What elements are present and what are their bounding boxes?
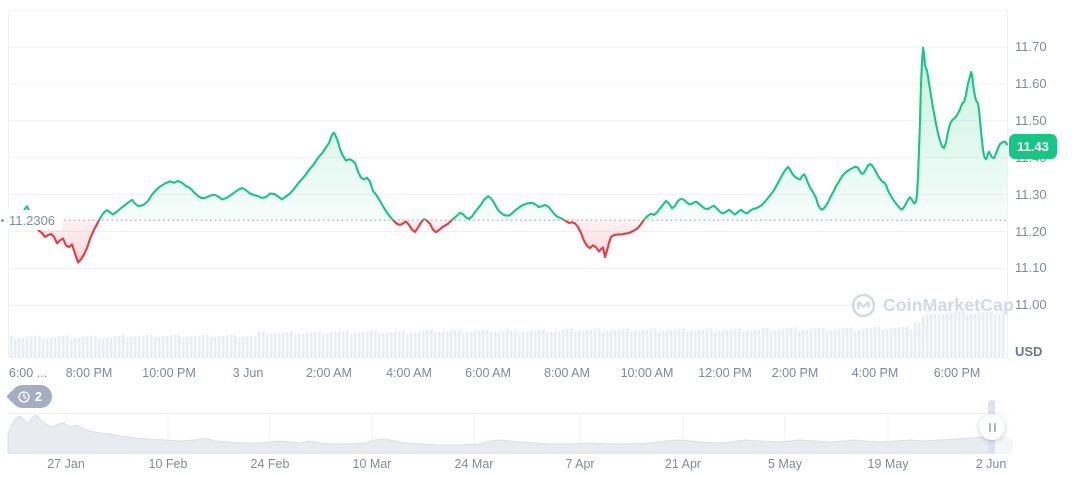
- clock-history-icon: [18, 390, 30, 403]
- navigator-date-tick: 24 Feb: [250, 457, 290, 471]
- recent-intervals-count: 2: [35, 389, 42, 404]
- volume-bars: [10, 311, 1005, 357]
- navigator-date-tick: 5 May: [767, 457, 803, 471]
- x-axis-tick: 4:00 PM: [851, 366, 899, 380]
- recent-intervals-badge[interactable]: 2: [11, 385, 52, 408]
- x-axis-tick: 2:00 AM: [306, 366, 352, 380]
- y-axis-unit-label: USD: [1015, 344, 1043, 359]
- range-slider-handle[interactable]: [979, 414, 1005, 440]
- x-axis-tick: 2:00 PM: [771, 366, 819, 380]
- navigator-date-tick: 7 Apr: [565, 457, 595, 471]
- x-axis-tick: 4:00 AM: [386, 366, 432, 380]
- x-axis-tick: 12:00 PM: [698, 366, 752, 380]
- x-axis-tick: 10:00 AM: [620, 366, 674, 380]
- x-axis-tick: 8:00 PM: [65, 366, 113, 380]
- watermark-text: CoinMarketCap: [883, 295, 1014, 315]
- price-line-up: [20, 46, 1009, 221]
- x-axis-tick: 3 Jun: [232, 366, 264, 380]
- open-price-value: 11.2306: [9, 212, 56, 228]
- y-axis-tick: 11.50: [1015, 112, 1047, 128]
- x-axis-tick: 10:00 PM: [142, 366, 196, 380]
- grip-vertical-icon: [988, 422, 991, 432]
- y-axis-tick: 11.60: [1015, 75, 1047, 91]
- navigator-volume-profile: [7, 414, 1013, 454]
- range-navigator[interactable]: [7, 407, 1013, 454]
- y-axis-tick: 11.70: [1015, 39, 1047, 54]
- y-axis-tick: 11.20: [1015, 223, 1047, 239]
- navigator-date-tick: 27 Jan: [47, 457, 85, 471]
- navigator-date-tick: 21 Apr: [664, 457, 702, 471]
- x-axis-tick: 8:00 AM: [544, 366, 590, 380]
- x-axis-tick: 6:00 AM: [465, 366, 511, 380]
- y-axis-tick: 11.30: [1015, 186, 1047, 202]
- price-area-down: [22, 220, 1007, 263]
- price-line-down: [32, 220, 646, 264]
- navigator-date-tick: 10 Feb: [148, 457, 188, 471]
- price-area-up: [22, 47, 1007, 221]
- navigator-date-tick: 19 May: [867, 457, 909, 471]
- y-axis-tick: 11.10: [1015, 260, 1047, 276]
- x-axis-tick: 6:00 PM: [933, 366, 981, 380]
- navigator-date-tick: 2 Jun: [975, 457, 1007, 471]
- x-axis-tick: 6:00 ...: [8, 366, 48, 380]
- navigator-date-tick: 10 Mar: [352, 457, 392, 471]
- baseline-marker-dot: [1, 218, 4, 222]
- y-axis-tick: 11.00: [1015, 297, 1047, 313]
- current-price-badge: 11.43: [1009, 134, 1057, 159]
- open-price-label: 11.2306: [0, 210, 63, 231]
- coinmarketcap-logo-icon: [851, 293, 876, 318]
- grip-vertical-icon: [993, 422, 996, 432]
- coinmarketcap-watermark: CoinMarketCap: [851, 293, 1014, 318]
- navigator-date-tick: 24 Mar: [454, 457, 494, 471]
